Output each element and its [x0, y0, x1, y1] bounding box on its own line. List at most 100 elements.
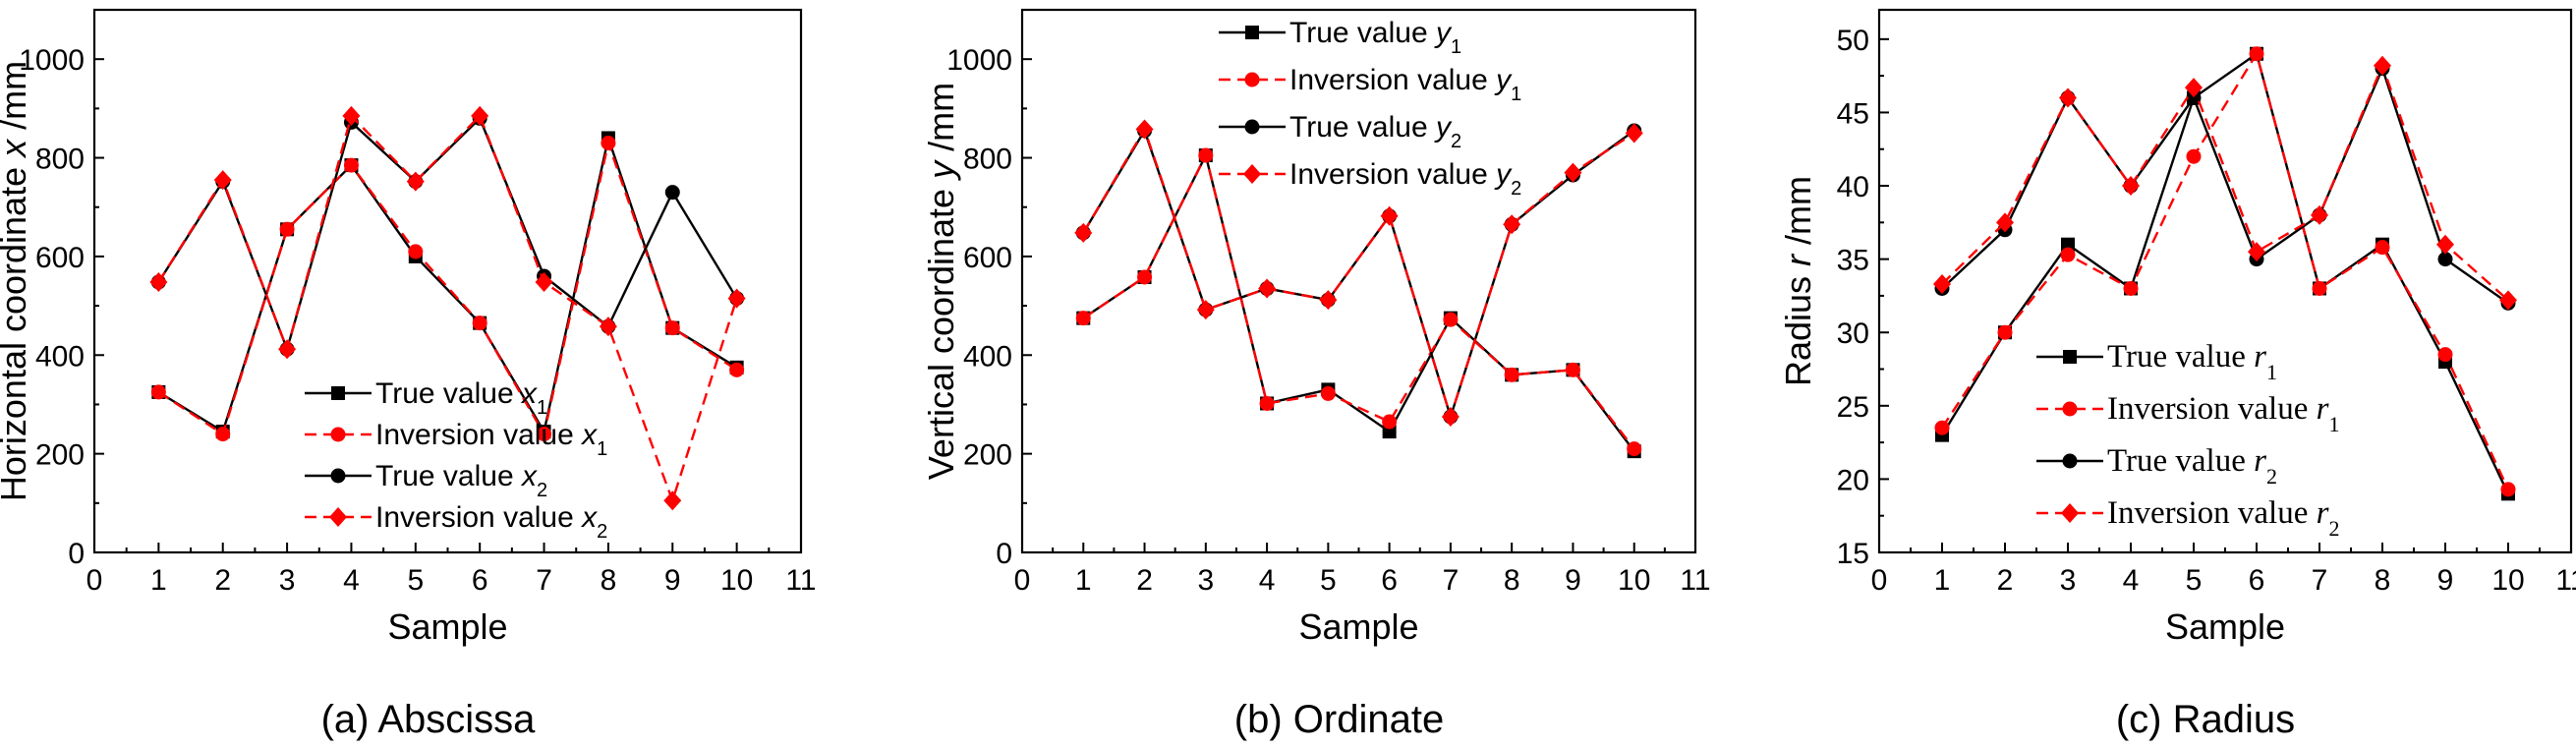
- y-tick-label: 600: [963, 242, 1012, 274]
- x-tick-label: 6: [1381, 564, 1398, 597]
- data-point: [2500, 482, 2516, 497]
- data-point: [2060, 247, 2076, 262]
- data-point: [343, 157, 359, 173]
- x-tick-label: 10: [2491, 564, 2524, 597]
- y-axis-title: Radius r /mm: [1778, 176, 1818, 386]
- chart-radius: 012345678910111520253035404550SampleRadi…: [1778, 8, 2576, 741]
- legend-item: True value y2: [1219, 111, 1461, 152]
- legend-label: Inversion value y1: [1289, 64, 1521, 105]
- y-tick-label: 800: [963, 144, 1012, 176]
- series-line: [1940, 50, 2510, 490]
- data-point: [2437, 347, 2453, 363]
- data-point: [149, 272, 168, 293]
- series-1: [1076, 148, 1641, 459]
- x-tick-label: 9: [1565, 564, 1581, 597]
- x-tick-label: 11: [785, 564, 816, 597]
- data-point: [2437, 252, 2453, 267]
- data-point: [2375, 240, 2390, 256]
- x-tick-label: 2: [214, 564, 231, 597]
- data-point: [1259, 395, 1275, 411]
- x-tick-label: 8: [1504, 564, 1520, 597]
- data-point: [664, 185, 680, 201]
- x-tick-label: 3: [279, 564, 296, 597]
- data-point: [1382, 414, 1398, 430]
- data-point: [2059, 87, 2077, 108]
- x-tick-label: 10: [720, 564, 753, 597]
- y-tick-label: 15: [1837, 538, 1869, 570]
- data-point: [2122, 176, 2140, 197]
- y-tick-label: 20: [1837, 464, 1869, 496]
- data-point: [1441, 407, 1460, 427]
- x-tick-label: 5: [407, 564, 424, 597]
- x-tick-label: 3: [1197, 564, 1214, 597]
- legend-item: True value x1: [305, 377, 547, 419]
- data-point: [279, 221, 295, 237]
- data-point: [2374, 55, 2391, 76]
- x-tick-label: 3: [2060, 564, 2077, 597]
- data-point: [1258, 278, 1277, 299]
- y-tick-label: 0: [68, 538, 85, 570]
- data-point: [2123, 280, 2139, 296]
- data-point: [663, 490, 682, 511]
- data-point: [472, 316, 487, 331]
- legend-marker: [331, 386, 345, 400]
- legend-marker: [1244, 119, 1260, 135]
- data-point: [1196, 300, 1215, 320]
- y-tick-label: 1000: [946, 44, 1012, 77]
- legend-label: True value x1: [375, 377, 547, 419]
- y-tick-label: 600: [35, 242, 85, 274]
- data-point: [406, 171, 425, 192]
- x-tick-label: 2: [1997, 564, 2014, 597]
- data-point: [1933, 273, 1951, 294]
- x-tick-label: 11: [2555, 564, 2576, 597]
- legend-marker: [2062, 453, 2078, 469]
- x-tick-label: 1: [150, 564, 167, 597]
- data-point: [1627, 441, 1642, 457]
- data-point: [2436, 234, 2454, 255]
- data-point: [2249, 46, 2264, 62]
- series-2: [150, 135, 745, 442]
- x-tick-label: 2: [1136, 564, 1153, 597]
- legend-marker: [2063, 350, 2077, 364]
- legend-item: True value r1: [2036, 339, 2277, 384]
- data-point: [1503, 214, 1521, 235]
- data-point: [1996, 212, 2014, 233]
- data-point: [1319, 290, 1338, 311]
- data-point: [1074, 222, 1093, 243]
- data-point: [535, 272, 553, 293]
- data-point: [601, 135, 616, 150]
- x-tick-label: 10: [1618, 564, 1650, 597]
- legend-item: True value y1: [1219, 17, 1461, 58]
- x-tick-label: 8: [2375, 564, 2391, 597]
- data-point: [1997, 324, 2013, 340]
- x-axis-title: Sample: [387, 606, 507, 647]
- data-point: [342, 105, 361, 126]
- panel-caption: (b) Ordinate: [1234, 698, 1444, 741]
- chart-abscissa: 0 1 2 3 4 5 6 7 8 9 10 11 0 200 400 600 800 1000 Sample Hor…: [0, 8, 817, 741]
- x-tick-label: 1: [1075, 564, 1092, 597]
- series-line: [1941, 62, 2509, 302]
- data-point: [664, 320, 680, 336]
- data-point: [729, 362, 745, 377]
- data-point: [408, 244, 424, 259]
- x-tick-label: 9: [2437, 564, 2454, 597]
- legend-marker: [2061, 503, 2079, 523]
- y-tick-label: 400: [963, 340, 1012, 373]
- legend-item: Inversion value x2: [305, 501, 607, 543]
- x-tick-label: 4: [343, 564, 360, 597]
- data-point: [2061, 237, 2075, 252]
- legend-marker: [1243, 164, 1261, 184]
- data-point: [1934, 420, 1950, 435]
- x-tick-label: 7: [2312, 564, 2328, 597]
- legend-label: Inversion value y2: [1289, 158, 1521, 200]
- x-tick-label: 6: [472, 564, 488, 597]
- data-point: [1564, 162, 1582, 183]
- data-point: [278, 339, 297, 360]
- legend-label: Inversion value x1: [375, 419, 607, 460]
- legend-label: True value x2: [375, 460, 547, 501]
- y-tick-label: 0: [996, 538, 1012, 570]
- y-tick-label: 25: [1837, 391, 1869, 424]
- y-tick-label: 1000: [19, 44, 85, 77]
